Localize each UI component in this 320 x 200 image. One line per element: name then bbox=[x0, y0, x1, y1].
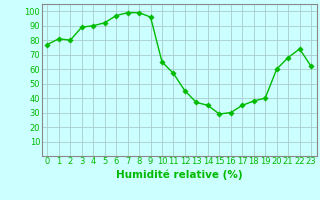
X-axis label: Humidité relative (%): Humidité relative (%) bbox=[116, 169, 243, 180]
